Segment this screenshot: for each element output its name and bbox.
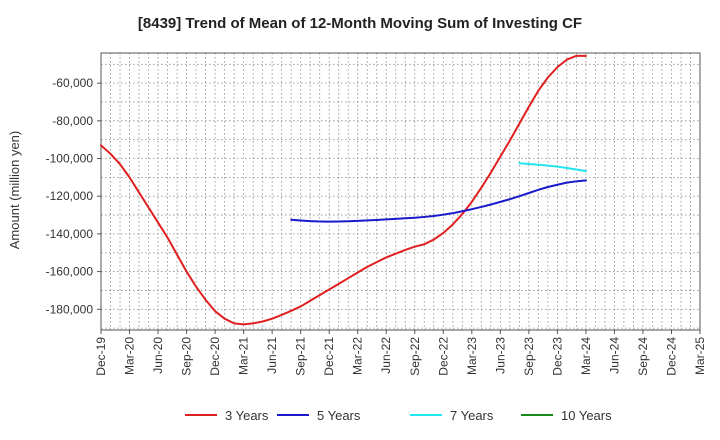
series-layer — [100, 54, 587, 326]
x-tick-label: Dec-24 — [664, 337, 678, 376]
x-axis: Dec-19 Mar-20 Jun-20 Sep-20 Dec-20 Mar-21 Jun-… — [94, 330, 707, 376]
y-tick-label: -140,000 — [46, 227, 94, 241]
x-tick-label: Mar-23 — [465, 337, 479, 375]
plot-area — [101, 53, 700, 330]
plot-frame — [100, 52, 701, 331]
x-tick-label: Jun-20 — [151, 337, 165, 374]
y-axis: -180,000 -160,000 -140,000 -120,000 -100,000… — [46, 76, 101, 316]
x-tick-label: Jun-24 — [607, 337, 621, 374]
x-tick-label: Dec-20 — [208, 337, 222, 376]
x-tick-label: Sep-24 — [636, 337, 650, 376]
x-tick-label: Jun-22 — [379, 337, 393, 374]
x-tick-label: Sep-23 — [522, 337, 536, 376]
y-tick-label: -80,000 — [52, 114, 93, 128]
y-tick-label: -60,000 — [52, 76, 93, 90]
y-tick-label: -160,000 — [46, 265, 94, 279]
x-tick-label: Mar-24 — [579, 337, 593, 375]
series-line-7-years — [518, 162, 587, 173]
chart-title: [8439] Trend of Mean of 12-Month Moving … — [138, 15, 582, 32]
x-tick-label: Mar-20 — [123, 337, 137, 375]
x-tick-label: Sep-21 — [294, 337, 308, 376]
x-tick-label: Mar-22 — [351, 337, 365, 375]
y-axis-label: Amount (million yen) — [7, 131, 22, 250]
x-tick-label: Mar-25 — [693, 337, 707, 375]
series-line-5-years — [290, 179, 587, 223]
legend: 3 Years 5 Years 7 Years 10 Years — [185, 408, 612, 423]
legend-label-3-years: 3 Years — [225, 408, 269, 423]
y-tick-label: -120,000 — [46, 189, 94, 203]
x-tick-label: Dec-23 — [550, 337, 564, 376]
x-tick-label: Dec-21 — [322, 337, 336, 376]
legend-label-10-years: 10 Years — [561, 408, 612, 423]
y-tick-label: -180,000 — [46, 302, 94, 316]
y-tick-label: -100,000 — [46, 152, 94, 166]
x-tick-label: Sep-20 — [180, 337, 194, 376]
x-tick-label: Mar-21 — [237, 337, 251, 375]
x-tick-label: Jun-21 — [265, 337, 279, 374]
x-tick-label: Dec-22 — [436, 337, 450, 376]
x-tick-label: Dec-19 — [94, 337, 108, 376]
legend-label-5-years: 5 Years — [317, 408, 361, 423]
series-line-3-years — [100, 54, 587, 326]
legend-label-7-years: 7 Years — [450, 408, 494, 423]
x-tick-label: Sep-22 — [408, 337, 422, 376]
x-tick-label: Jun-23 — [493, 337, 507, 374]
